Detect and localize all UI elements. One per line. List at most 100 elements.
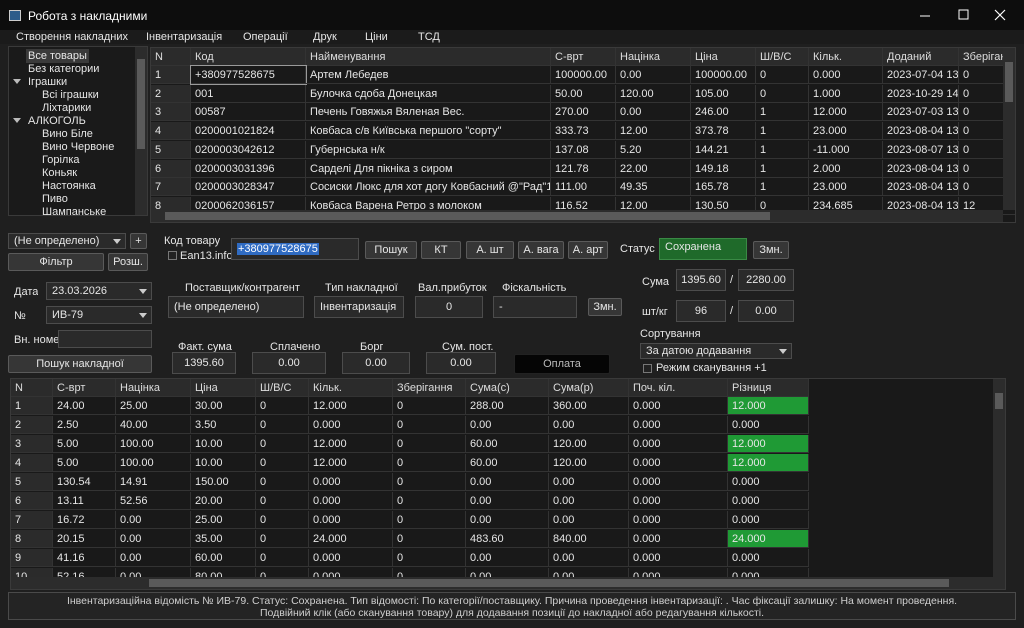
table-cell[interactable]: 120.00 (549, 454, 629, 472)
menu-item[interactable]: Створення накладних (16, 31, 129, 43)
supplier-input[interactable]: (Не определено) (168, 296, 304, 318)
table-cell[interactable]: 50.00 (551, 84, 616, 103)
profit-input[interactable]: 0 (415, 296, 483, 318)
table-cell[interactable]: 288.00 (466, 397, 549, 415)
table-cell[interactable]: 0.000 (629, 511, 728, 529)
table-cell[interactable]: 0.00 (466, 473, 549, 491)
window-controls[interactable] (884, 0, 1024, 30)
table-cell[interactable]: 0.00 (116, 530, 191, 548)
table-cell[interactable]: 0.00 (466, 416, 549, 434)
table-cell[interactable]: 2023-08-04 13:... (883, 159, 959, 178)
column-header[interactable]: Різниця (728, 379, 809, 397)
product-button[interactable]: А. арт (568, 241, 608, 259)
table-cell[interactable]: 3.50 (191, 416, 256, 434)
tree-item[interactable]: Пиво (42, 193, 68, 205)
table-cell[interactable]: 22.00 (616, 159, 691, 178)
table-cell[interactable]: 0.000 (728, 473, 809, 491)
table-cell[interactable]: +380977528675 (190, 65, 307, 85)
table-cell[interactable]: 23.000 (809, 122, 883, 141)
table-cell[interactable]: 0.00 (616, 103, 691, 122)
table-cell[interactable]: 0.000 (728, 492, 809, 510)
table-cell[interactable]: 0 (393, 454, 466, 472)
table-cell[interactable]: 0 (393, 492, 466, 510)
table-cell[interactable]: 0 (959, 178, 1015, 197)
table-cell[interactable]: 7 (11, 511, 53, 529)
sum2-input[interactable]: 2280.00 (738, 269, 794, 291)
table-cell[interactable]: 111.00 (551, 178, 616, 197)
column-header[interactable]: Ціна (691, 48, 756, 66)
table-cell[interactable]: 0 (393, 549, 466, 567)
table-cell[interactable]: 12.000 (309, 397, 393, 415)
menu-item[interactable]: Інвентаризація (146, 31, 223, 43)
category-select[interactable]: (Не определено) (8, 233, 126, 249)
table-cell[interactable]: Губернська н/к (306, 140, 551, 159)
column-header[interactable]: С-врт (551, 48, 616, 66)
table-cell[interactable]: 12.000 (728, 397, 809, 415)
table-cell[interactable]: 0.00 (616, 66, 691, 84)
table-cell[interactable]: 0 (756, 66, 809, 84)
table-cell[interactable]: 24.000 (728, 530, 809, 548)
table-cell[interactable]: 0.000 (629, 397, 728, 415)
tree-item[interactable]: Все товары (26, 49, 89, 63)
product-button[interactable]: Пошук (365, 241, 417, 259)
column-header[interactable]: Зберіган (959, 48, 1015, 66)
table-cell[interactable]: 0 (393, 530, 466, 548)
actual-sum-input[interactable]: 1395.60 (172, 352, 236, 374)
table-cell[interactable]: 1.000 (809, 84, 883, 103)
table-cell[interactable]: Булочка сдоба Донецкая (306, 84, 551, 103)
table-cell[interactable]: 0.00 (549, 473, 629, 491)
table-cell[interactable]: Сосиски Люкс для хот догу Ковбасний @"Ра… (306, 178, 551, 197)
table-cell[interactable]: 1 (151, 66, 191, 84)
tree-item[interactable]: Шампанське (42, 206, 107, 216)
table-cell[interactable]: 373.78 (691, 122, 756, 141)
column-header[interactable]: N (151, 48, 191, 66)
table-cell[interactable]: 165.78 (691, 178, 756, 197)
table-cell[interactable]: 0.000 (809, 66, 883, 84)
table-cell[interactable]: 1 (756, 122, 809, 141)
table-cell[interactable]: 0 (959, 141, 1015, 159)
table-cell[interactable]: 1 (756, 178, 809, 197)
table-cell[interactable]: 12.000 (809, 103, 883, 122)
table-cell[interactable]: 6 (11, 492, 53, 510)
tree-item[interactable]: Ліхтарики (42, 102, 92, 114)
tree-item[interactable]: Іграшки (28, 76, 68, 88)
table-cell[interactable]: Ковбаса с/в Київська першого "сорту" (306, 122, 551, 141)
tree-item[interactable]: Коньяк (42, 167, 78, 179)
table-cell[interactable]: 840.00 (549, 530, 629, 548)
table-cell[interactable]: 9 (11, 549, 53, 567)
table-cell[interactable]: 100000.00 (691, 66, 756, 84)
table-cell[interactable]: 0 (959, 85, 1015, 103)
table-cell[interactable]: 4 (151, 122, 191, 141)
table-cell[interactable]: -11.000 (809, 140, 883, 159)
table-cell[interactable]: 0 (393, 416, 466, 434)
table-cell[interactable]: 12.000 (309, 454, 393, 472)
column-header[interactable]: Ш/В/С (256, 379, 309, 397)
advanced-button[interactable]: Розш. (108, 253, 148, 271)
table-cell[interactable]: 150.00 (191, 473, 256, 491)
pay-button[interactable]: Оплата (514, 354, 610, 374)
table-cell[interactable]: 360.00 (549, 397, 629, 415)
table-cell[interactable]: 2.000 (809, 159, 883, 178)
table-cell[interactable]: 0.000 (309, 511, 393, 529)
table-cell[interactable]: 0.00 (466, 492, 549, 510)
table-cell[interactable]: 0.000 (629, 530, 728, 548)
filter-button[interactable]: Фільтр (8, 253, 104, 271)
table-cell[interactable]: 0.000 (309, 473, 393, 491)
menu-item[interactable]: Операції (243, 31, 288, 43)
table-cell[interactable]: 16.72 (53, 511, 116, 529)
column-header[interactable]: Зберігання (393, 379, 466, 397)
supplier-sum-input[interactable]: 0.00 (426, 352, 496, 374)
table-cell[interactable]: 0 (959, 122, 1015, 141)
column-header[interactable]: Націнка (116, 379, 191, 397)
table-cell[interactable]: 333.73 (551, 122, 616, 141)
table-cell[interactable]: 100.00 (116, 435, 191, 453)
tree-item[interactable]: АЛКОГОЛЬ (28, 115, 86, 127)
tree-item[interactable]: Без категории (28, 63, 100, 75)
table-cell[interactable]: 0200003028347 (191, 178, 306, 197)
table-cell[interactable]: 2023-07-04 13:... (883, 66, 959, 84)
table-cell[interactable]: Артем Лебедев (306, 66, 551, 84)
date-picker[interactable]: 23.03.2026 (46, 282, 152, 300)
table-cell[interactable]: 483.60 (466, 530, 549, 548)
table-cell[interactable]: 6 (151, 159, 191, 178)
fiscal-input[interactable]: - (493, 296, 577, 318)
